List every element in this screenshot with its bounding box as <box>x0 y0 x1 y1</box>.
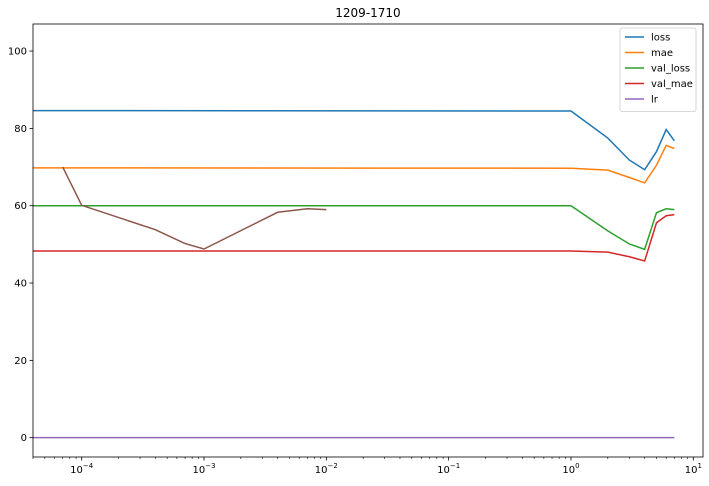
legend-label-lr: lr <box>651 95 659 106</box>
y-tick-label: 80 <box>14 124 27 135</box>
x-tick-label: 10−2 <box>315 462 338 476</box>
plot-area <box>33 109 675 439</box>
legend-box <box>619 27 697 112</box>
y-tick-label: 100 <box>8 47 27 58</box>
series-line-val_mae <box>33 213 675 262</box>
series-line-unlabeled-5 <box>62 166 327 250</box>
legend-label-loss: loss <box>651 33 670 44</box>
y-tick-label: 40 <box>14 279 27 290</box>
series-line-val_loss <box>33 204 675 251</box>
chart-title: 1209-1710 <box>335 6 400 20</box>
x-tick-label: 10−4 <box>70 462 94 476</box>
x-tick-label: 10−3 <box>192 462 215 476</box>
axes: 0 20 40 60 80 100 10−4 10−3 10−2 10−1 100 101 <box>8 23 704 476</box>
y-tick-label: 20 <box>14 356 27 367</box>
x-tick-label: 100 <box>562 462 579 476</box>
x-tick-label: 101 <box>685 462 702 476</box>
y-tick-label: 0 <box>21 433 27 444</box>
axes-frame <box>32 23 704 458</box>
series-line-loss <box>33 109 675 171</box>
y-tick-label: 60 <box>14 201 27 212</box>
x-tick-label: 10−1 <box>437 462 460 476</box>
legend-label-val_mae: val_mae <box>651 79 693 90</box>
legend-label-mae: mae <box>651 48 673 59</box>
legend-label-val_loss: val_loss <box>651 64 690 75</box>
series-line-mae <box>33 144 675 184</box>
